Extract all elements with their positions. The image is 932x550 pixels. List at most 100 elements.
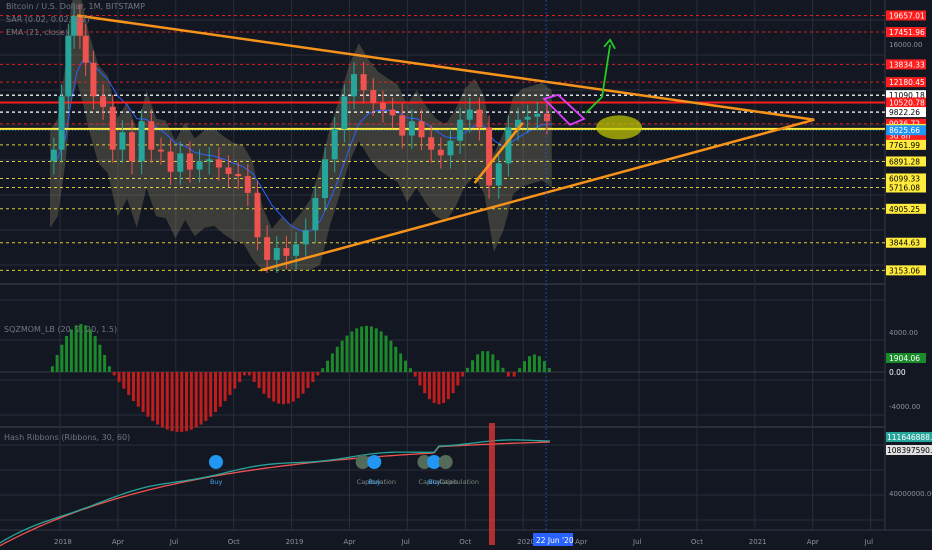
candle-body[interactable] (109, 106, 116, 150)
candle-body[interactable] (389, 109, 396, 116)
candle-body[interactable] (543, 113, 550, 122)
capitulation-marker[interactable] (417, 455, 432, 469)
price-tag[interactable] (886, 107, 926, 118)
candle-body[interactable] (273, 248, 280, 260)
candle-body[interactable] (235, 173, 242, 177)
candle-body[interactable] (76, 15, 83, 36)
candle-body[interactable] (457, 119, 464, 141)
sqz-bar (446, 372, 450, 400)
sqz-bar (146, 372, 150, 417)
price-tag[interactable] (886, 182, 926, 193)
sqz-bar (311, 372, 315, 382)
price-tag[interactable] (886, 77, 926, 88)
candle-body[interactable] (505, 127, 512, 164)
price-tag[interactable] (886, 118, 926, 129)
candle-body[interactable] (399, 115, 406, 136)
sqz-bar (413, 372, 417, 377)
candle-body[interactable] (167, 151, 174, 172)
buy-signal-marker[interactable] (367, 455, 382, 469)
candle-body[interactable] (466, 109, 473, 120)
price-tag[interactable] (886, 97, 926, 108)
sqz-bar (369, 326, 373, 372)
price-tag[interactable] (886, 265, 926, 276)
grid-lines (0, 0, 932, 531)
candle-body[interactable] (379, 102, 386, 110)
candle-body[interactable] (331, 128, 338, 160)
price-pane[interactable] (0, 0, 885, 530)
candle-body[interactable] (524, 116, 531, 120)
candle-body[interactable] (283, 248, 290, 256)
candle-body[interactable] (90, 62, 97, 97)
sqz-bar (291, 372, 295, 402)
sqz-bar (262, 372, 266, 394)
candle-body[interactable] (495, 163, 502, 186)
price-tag[interactable] (886, 59, 926, 70)
candle-body[interactable] (428, 137, 435, 150)
candle-body[interactable] (82, 35, 89, 63)
signal-label: Capitulation (357, 478, 396, 486)
candle-body[interactable] (312, 198, 319, 231)
price-tag[interactable] (886, 156, 926, 167)
buy-signal-marker[interactable] (208, 455, 223, 469)
candle-body[interactable] (100, 96, 107, 107)
candle-body[interactable] (157, 149, 164, 152)
candle-body[interactable] (50, 149, 57, 162)
price-tag[interactable] (886, 125, 926, 136)
candle-body[interactable] (476, 109, 483, 128)
candle-body[interactable] (534, 113, 541, 117)
price-tag[interactable] (886, 10, 926, 21)
candle-body[interactable] (302, 230, 309, 245)
candle-body[interactable] (186, 153, 193, 170)
candle-body[interactable] (447, 140, 454, 156)
sqz-bar (384, 335, 388, 372)
candle-body[interactable] (437, 149, 444, 156)
candle-body[interactable] (58, 96, 65, 150)
candle-body[interactable] (350, 74, 357, 97)
sqz-bar (394, 346, 398, 372)
price-tag[interactable] (886, 173, 926, 184)
candle-body[interactable] (408, 121, 415, 136)
sqz-bar (456, 372, 460, 386)
candle-body[interactable] (71, 15, 78, 36)
price-tag[interactable] (886, 139, 926, 150)
time-axis-tick: 2021 (749, 538, 767, 546)
candle-body[interactable] (264, 237, 271, 260)
price-axis[interactable]: 19657.01 17451.96 13834.33 12180.45 11090.18… (886, 10, 926, 276)
price-tag[interactable] (886, 90, 926, 101)
time-axis[interactable]: 2018 Apr Jul Oct 2019 Apr Jul Oct 2020 Apr Jul Oct 2… (54, 533, 873, 546)
candle-body[interactable] (119, 132, 126, 150)
candle-body[interactable] (225, 167, 232, 174)
sqz-bar (427, 372, 431, 400)
sqz-zero-label: 0.00 (889, 368, 906, 377)
candle-body[interactable] (322, 159, 329, 199)
candle-body[interactable] (515, 119, 522, 128)
sqz-bar (350, 331, 354, 372)
candle-body[interactable] (206, 159, 213, 162)
price-tag-label: 3d 8h (889, 132, 911, 141)
candle-body[interactable] (148, 121, 155, 150)
candle-body[interactable] (341, 96, 348, 129)
candle-body[interactable] (418, 121, 425, 138)
candle-body[interactable] (244, 176, 251, 193)
candle-body[interactable] (177, 153, 184, 172)
candle-body[interactable] (254, 192, 261, 238)
capitulation-marker[interactable] (355, 455, 370, 469)
candle-body[interactable] (65, 35, 72, 97)
candle-body[interactable] (196, 161, 203, 170)
candle-body[interactable] (370, 90, 377, 103)
price-tag[interactable] (886, 237, 926, 248)
price-tag[interactable] (886, 203, 926, 214)
candle-body[interactable] (486, 127, 493, 186)
buy-signal-marker[interactable] (427, 455, 442, 469)
candle-body[interactable] (129, 132, 136, 162)
capitulation-marker[interactable] (438, 455, 453, 469)
price-tag[interactable] (886, 27, 926, 38)
candle-body[interactable] (215, 159, 222, 168)
candle-body[interactable] (138, 121, 145, 162)
price-tag[interactable] (886, 130, 926, 141)
candle-body[interactable] (293, 244, 300, 256)
sqz-bar (93, 336, 97, 372)
candle-body[interactable] (360, 74, 367, 91)
